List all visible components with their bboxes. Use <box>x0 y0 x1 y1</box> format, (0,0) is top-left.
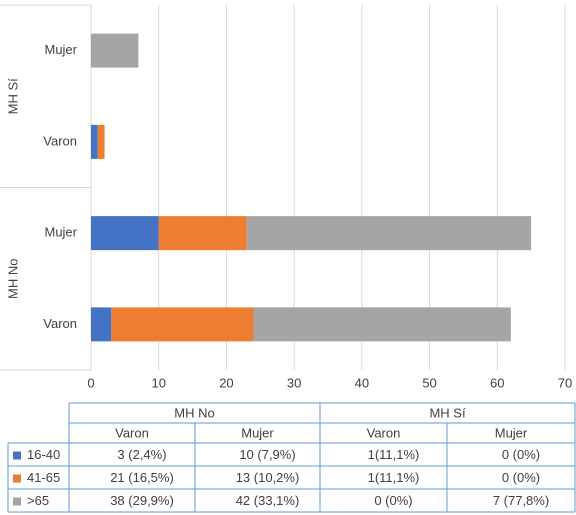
table-cell: 13 (10,2%) <box>236 470 300 485</box>
table-group-header: MH Sí <box>429 405 466 420</box>
table-cell: 1(11,1%) <box>368 470 420 485</box>
table-cell: 10 (7,9%) <box>239 447 295 462</box>
legend-swatch <box>13 474 21 483</box>
legend-label: 16-40 <box>27 447 60 462</box>
bar <box>91 124 98 159</box>
table-cell: 1(11,1%) <box>368 447 420 462</box>
table-cell: 0 (0%) <box>502 470 540 485</box>
y-tick-label: Varon <box>43 133 77 148</box>
table-cell: 3 (2,4%) <box>117 447 166 462</box>
legend-swatch <box>13 497 21 506</box>
x-tick-label: 30 <box>287 375 301 390</box>
table-cell: 21 (16,5%) <box>110 470 174 485</box>
table-group-header: MH No <box>174 405 214 420</box>
legend-swatch <box>13 451 21 460</box>
bar <box>97 124 105 159</box>
x-tick-label: 60 <box>490 375 504 390</box>
bar <box>111 307 254 342</box>
x-tick-label: 0 <box>87 375 94 390</box>
x-tick-label: 20 <box>219 375 233 390</box>
table-header: Varon <box>115 425 149 440</box>
group-label: MH Sí <box>5 78 20 115</box>
bar <box>253 307 511 342</box>
table-cell: 7 (77,8%) <box>493 493 549 508</box>
table-header: Varon <box>367 425 401 440</box>
bar <box>246 216 532 251</box>
table-cell: 38 (29,9%) <box>110 493 174 508</box>
y-tick-label: Mujer <box>44 42 77 57</box>
table-header: Mujer <box>241 425 274 440</box>
y-tick-label: Mujer <box>44 225 77 240</box>
bar <box>158 216 247 251</box>
x-tick-label: 50 <box>422 375 436 390</box>
table-cell: 42 (33,1%) <box>236 493 300 508</box>
x-tick-label: 40 <box>355 375 369 390</box>
x-tick-label: 70 <box>558 375 572 390</box>
bar <box>91 216 159 251</box>
table-cell: 0 (0%) <box>502 447 540 462</box>
bar <box>91 33 139 68</box>
bar <box>91 307 112 342</box>
y-tick-label: Varon <box>43 316 77 331</box>
table-cell: 0 (0%) <box>374 493 412 508</box>
x-tick-label: 10 <box>151 375 165 390</box>
table-header: Mujer <box>495 425 528 440</box>
legend-label: >65 <box>27 493 49 508</box>
group-label: MH No <box>5 259 20 299</box>
legend-label: 41-65 <box>27 470 60 485</box>
